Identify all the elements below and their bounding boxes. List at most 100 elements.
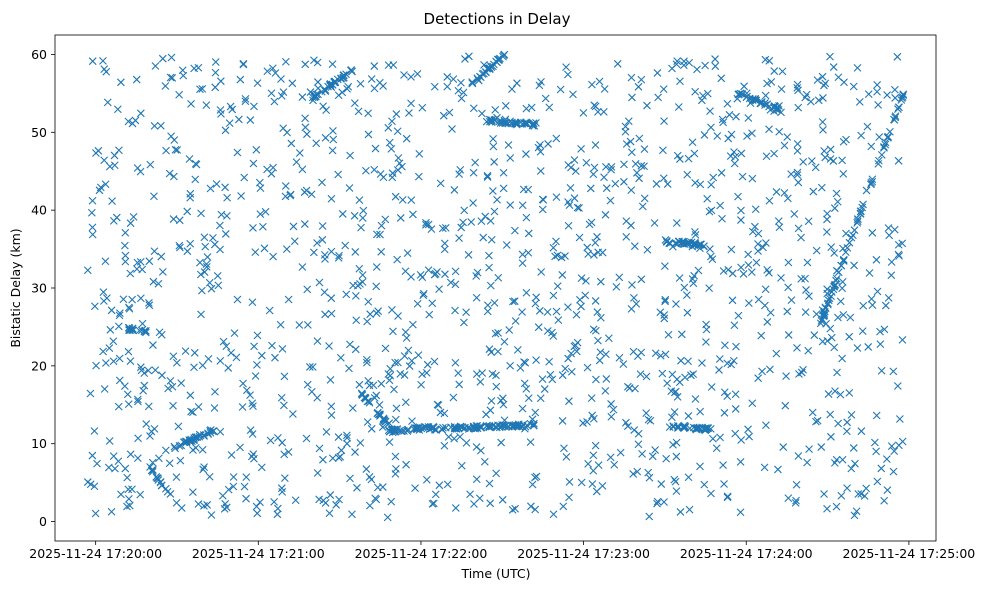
data-point xyxy=(790,210,799,218)
data-point xyxy=(515,422,523,430)
data-point xyxy=(842,135,850,144)
data-point xyxy=(104,463,113,472)
data-point xyxy=(819,125,827,134)
data-point xyxy=(706,107,714,116)
data-point xyxy=(313,469,322,477)
data-point xyxy=(261,207,270,216)
data-point xyxy=(524,394,533,403)
data-point xyxy=(672,60,681,69)
data-point xyxy=(850,226,859,235)
data-point xyxy=(257,351,266,360)
data-point xyxy=(832,274,841,283)
data-point xyxy=(754,247,762,255)
data-point xyxy=(241,97,250,106)
data-point xyxy=(554,316,563,325)
data-point xyxy=(376,230,384,239)
data-point xyxy=(693,65,701,74)
data-point xyxy=(298,93,307,101)
data-point xyxy=(838,354,847,363)
data-point xyxy=(660,498,668,506)
data-point xyxy=(136,167,145,176)
data-point xyxy=(274,433,282,442)
data-point xyxy=(479,233,488,242)
data-point xyxy=(652,180,661,188)
data-point xyxy=(418,103,427,112)
data-point xyxy=(839,310,848,319)
data-point xyxy=(619,177,628,186)
data-point xyxy=(720,341,729,350)
data-point xyxy=(737,436,746,444)
data-point xyxy=(457,94,466,103)
data-point xyxy=(464,250,473,259)
data-point xyxy=(488,116,496,124)
data-point xyxy=(607,163,616,171)
data-point xyxy=(736,457,745,466)
data-point xyxy=(680,283,689,292)
data-point xyxy=(249,402,257,411)
data-point xyxy=(508,505,517,514)
data-point xyxy=(594,108,602,116)
data-point xyxy=(356,438,365,447)
data-point xyxy=(362,358,371,367)
data-point xyxy=(689,279,698,288)
data-point xyxy=(491,105,500,114)
data-point xyxy=(422,218,430,227)
data-point xyxy=(126,269,135,278)
data-point xyxy=(99,297,108,305)
data-point xyxy=(754,240,762,248)
data-point xyxy=(387,145,396,153)
data-point xyxy=(643,245,652,254)
data-point xyxy=(763,100,772,108)
data-point xyxy=(845,332,854,341)
data-point xyxy=(349,281,357,290)
data-point xyxy=(499,184,508,193)
data-point xyxy=(402,334,411,342)
data-point xyxy=(190,348,199,357)
data-point xyxy=(766,365,774,374)
data-point xyxy=(851,459,859,468)
data-point xyxy=(466,490,474,499)
data-point xyxy=(363,397,372,406)
data-point xyxy=(281,57,290,66)
data-point xyxy=(748,399,757,408)
data-point xyxy=(830,343,839,352)
data-point xyxy=(531,408,540,417)
data-point xyxy=(770,102,779,111)
data-point xyxy=(140,369,149,377)
data-point xyxy=(832,189,841,198)
data-point xyxy=(428,500,437,508)
data-point xyxy=(567,163,575,172)
data-point xyxy=(883,91,892,99)
data-point xyxy=(731,405,740,413)
data-point xyxy=(477,217,486,226)
data-point xyxy=(482,117,491,126)
data-point xyxy=(300,220,309,228)
data-point xyxy=(315,444,324,453)
data-point xyxy=(321,133,330,142)
data-point xyxy=(145,257,154,266)
data-point xyxy=(110,161,119,170)
data-point xyxy=(128,485,136,494)
data-point xyxy=(719,461,727,469)
data-point xyxy=(583,417,591,426)
data-point xyxy=(488,187,497,195)
data-point xyxy=(392,404,401,413)
data-point xyxy=(814,96,823,105)
data-point xyxy=(627,73,636,82)
data-point xyxy=(706,252,715,261)
data-point xyxy=(876,340,885,349)
data-point xyxy=(736,508,745,517)
data-point xyxy=(513,79,521,88)
data-point xyxy=(486,406,495,415)
data-point xyxy=(250,102,258,111)
data-point xyxy=(672,487,681,496)
data-point xyxy=(818,72,827,81)
data-point xyxy=(694,241,703,250)
data-point xyxy=(280,474,289,482)
data-point xyxy=(440,441,449,450)
data-point xyxy=(318,235,327,244)
data-point xyxy=(190,434,199,443)
data-point xyxy=(384,61,393,70)
data-point xyxy=(787,170,796,179)
data-point xyxy=(654,93,662,102)
